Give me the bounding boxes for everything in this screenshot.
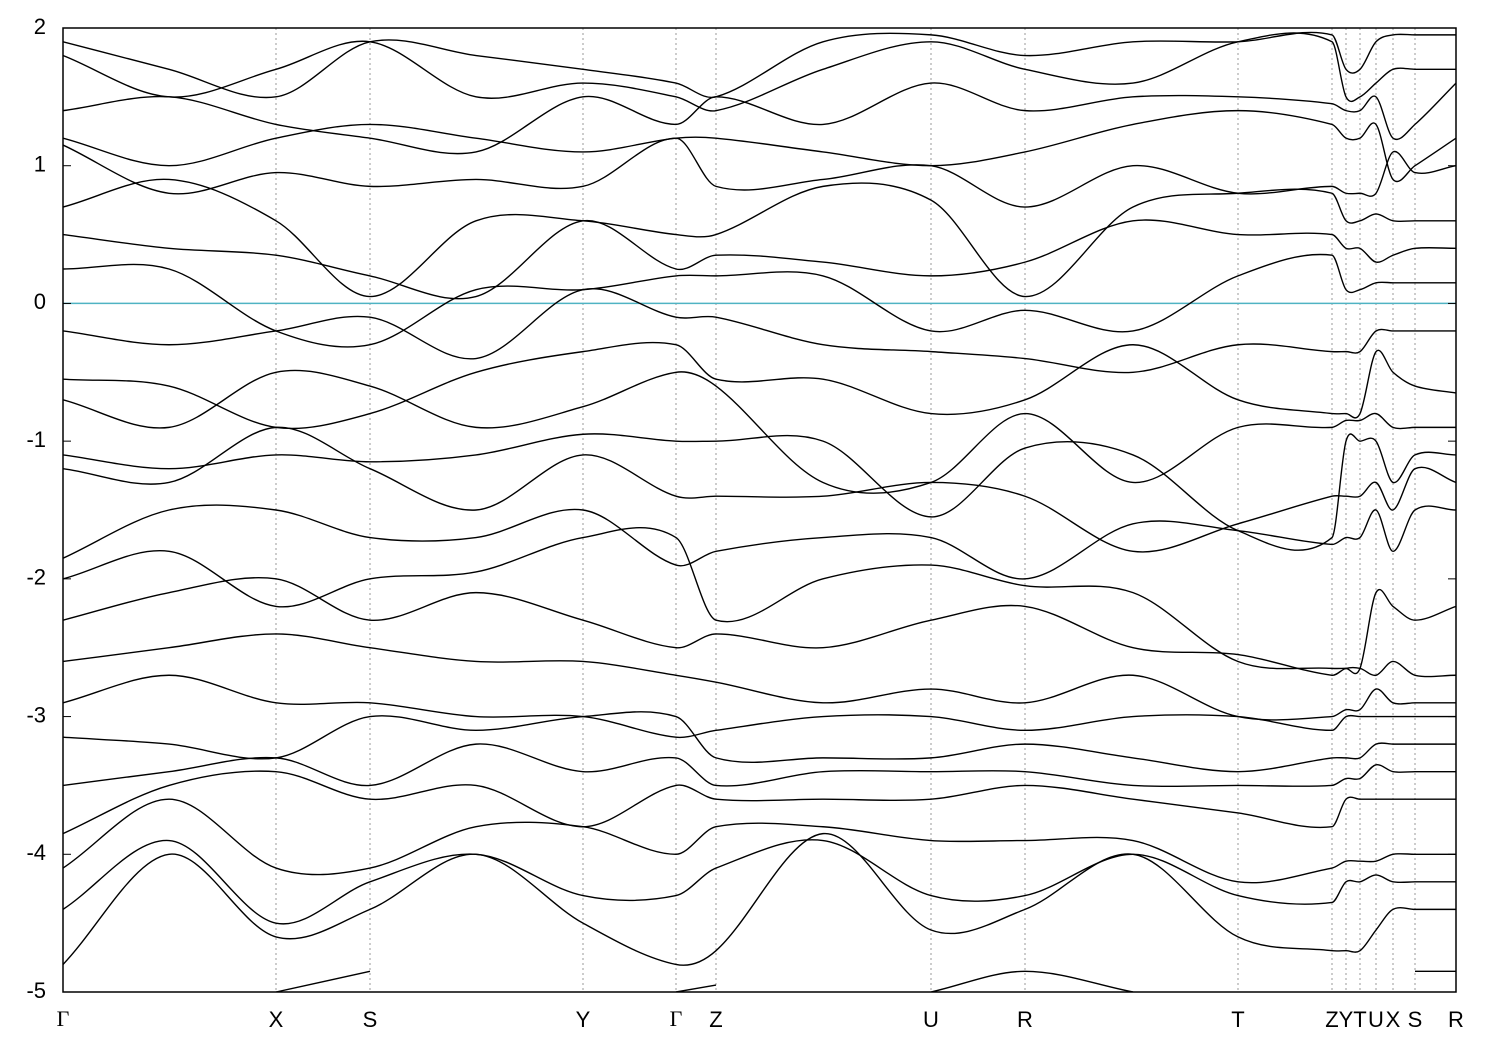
x-tick-label: Y <box>576 1007 591 1032</box>
band <box>63 504 1456 580</box>
y-tick-label: 0 <box>34 289 46 314</box>
band <box>63 219 1456 300</box>
x-tick-label: Γ <box>57 1006 70 1031</box>
band <box>63 253 1456 348</box>
band <box>63 743 1456 788</box>
band <box>63 369 1456 494</box>
y-tick-label: -1 <box>26 427 46 452</box>
x-tick-label: R <box>1017 1007 1033 1032</box>
x-tick-label: X <box>1386 1007 1401 1032</box>
y-tick-label: 1 <box>34 152 46 177</box>
band <box>63 674 1456 739</box>
plot-frame <box>62 27 1457 993</box>
band <box>63 577 1456 678</box>
x-tick-label: T <box>1231 1007 1244 1032</box>
y-tick-label: -3 <box>26 702 46 727</box>
y-tick-label: -5 <box>26 978 46 1003</box>
band <box>63 137 1456 208</box>
band <box>63 433 1456 551</box>
x-tick-label: T <box>1353 1007 1366 1032</box>
x-tick-label: U <box>923 1007 939 1032</box>
x-tick-label: Y <box>1339 1007 1354 1032</box>
band <box>63 711 1456 773</box>
band <box>63 31 1456 99</box>
band <box>63 109 1456 183</box>
band <box>63 82 1456 155</box>
band <box>63 526 1456 675</box>
x-tick-label: S <box>1408 1007 1423 1032</box>
band <box>63 178 1456 298</box>
x-tick-label: Γ <box>670 1006 683 1031</box>
x-tick-label: R <box>1448 1007 1464 1032</box>
y-tick-label: -2 <box>26 565 46 590</box>
band <box>63 341 1456 430</box>
y-tick-label: -4 <box>26 840 46 865</box>
x-tick-label: U <box>1368 1007 1384 1032</box>
bands <box>63 31 1456 992</box>
band <box>63 633 1456 721</box>
band <box>63 832 1456 966</box>
band <box>63 288 1456 374</box>
band <box>63 770 1456 835</box>
band <box>275 970 1456 992</box>
band <box>63 426 1456 553</box>
band <box>63 32 1456 112</box>
x-tick-label: Z <box>1325 1007 1338 1032</box>
x-tick-label: Z <box>709 1007 722 1032</box>
band <box>63 798 1456 884</box>
y-tick-label: 2 <box>34 14 46 39</box>
band <box>63 839 1456 925</box>
x-tick-label: S <box>363 1007 378 1032</box>
x-tick-label: X <box>269 1007 284 1032</box>
